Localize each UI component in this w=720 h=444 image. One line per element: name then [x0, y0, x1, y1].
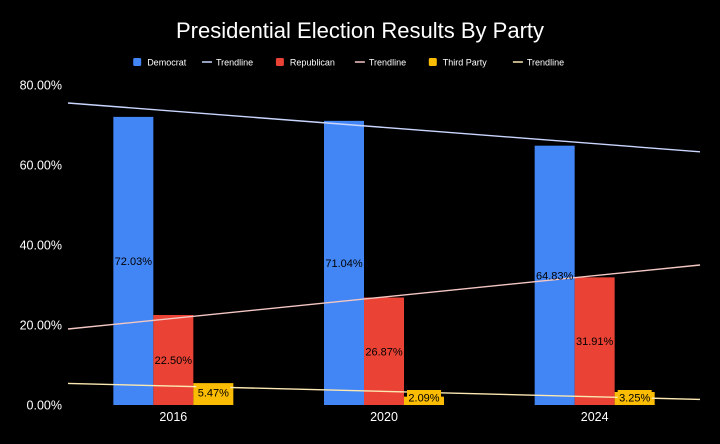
y-tick-label-4: 80.00% — [20, 79, 62, 93]
data-label-third-party-2016: 5.47% — [198, 388, 229, 400]
data-label-democrat-2016: 72.03% — [115, 256, 153, 268]
y-tick-label-2: 40.00% — [20, 239, 62, 253]
data-label-republican-2020: 26.87% — [365, 346, 403, 358]
legend-democrat-label: Democrat — [147, 58, 187, 68]
data-label-republican-2016: 22.50% — [155, 355, 193, 367]
legend-democrat-trendline-label: Trendline — [216, 58, 253, 68]
legend-democrat-swatch — [133, 58, 142, 66]
bar-democrat-2016 — [113, 116, 154, 405]
data-label-third-party-2024-box — [617, 390, 652, 405]
x-tick-label-2016: 2016 — [159, 410, 187, 424]
bar-republican-2020 — [364, 297, 404, 405]
data-label-third-party-2020-box — [407, 390, 441, 405]
bars — [113, 116, 655, 405]
legend-republican-swatch — [275, 58, 284, 66]
data-label-third-party-2016-box — [196, 385, 231, 401]
legend-republican-label: Republican — [290, 58, 335, 68]
chart-title: Presidential Election Results By Party — [176, 18, 544, 43]
y-tick-label-0: 0.00% — [27, 399, 62, 413]
bar-democrat-2024 — [534, 145, 575, 405]
legend-third-party-trendline-label: Trendline — [527, 58, 564, 68]
bar-republican-2024 — [574, 277, 615, 405]
y-tick-label-1: 20.00% — [20, 319, 62, 333]
x-tick-label-2024: 2024 — [581, 410, 609, 424]
x-axis: 2016 2020 2024 — [159, 410, 608, 424]
bar-democrat-2020 — [324, 120, 364, 405]
y-tick-label-3: 60.00% — [20, 159, 62, 173]
data-label-republican-2024: 31.91% — [576, 336, 614, 348]
trendline-third-party — [67, 382, 701, 401]
legend-republican-trendline-label: Trendline — [369, 58, 406, 68]
x-tick-label-2020: 2020 — [370, 410, 398, 424]
data-label-democrat-2024: 64.83% — [536, 270, 574, 282]
data-label-democrat-2020: 71.04% — [325, 258, 363, 270]
y-axis: 0.00% 20.00% 40.00% 60.00% 80.00% — [20, 79, 62, 413]
legend: Democrat Trendline Republican Trendline Thir… — [133, 58, 564, 68]
data-label-third-party-2024: 3.25% — [619, 393, 650, 405]
legend-third-party-label: Third Party — [443, 58, 488, 68]
data-label-third-party-2020: 2.09% — [408, 393, 439, 405]
legend-third-party-swatch — [428, 58, 437, 66]
trendlines — [67, 102, 701, 401]
bar-republican-2016 — [153, 315, 194, 405]
trendline-democrat — [67, 102, 701, 153]
data-labels: 72.03% 22.50% 5.47% 71.04% 26.87% 2.09% 64.83%… — [115, 256, 652, 405]
trendline-republican — [67, 264, 701, 330]
